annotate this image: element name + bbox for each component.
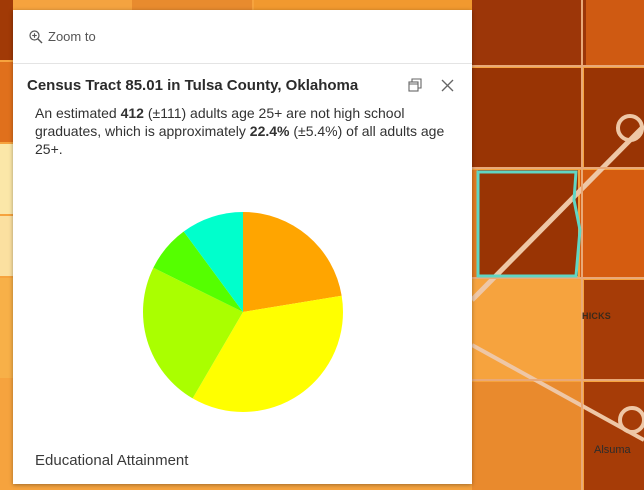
tract-block [472,68,582,168]
tract-highlight[interactable] [478,170,578,276]
interchange [616,114,644,142]
tract-block [254,0,472,10]
zoom-in-icon [29,29,43,43]
pie-slice-3[interactable] [142,267,243,399]
tract-block [586,0,644,66]
interchange [618,406,644,434]
desc-percent: 22.4% [249,123,290,139]
tract-block [132,0,252,10]
desc-count: 412 [120,105,144,121]
zoom-to-button[interactable]: Zoom to [29,29,96,44]
popup-header: Census Tract 85.01 in Tulsa County, Okla… [13,64,472,106]
tract-block [472,170,478,278]
close-button[interactable] [436,74,458,96]
tract-block [584,280,644,380]
selected-tract-outline [476,170,582,278]
desc-text-2: (±111) adults age 25+ are not high schoo… [35,105,405,139]
chart-title: Educational Attainment [35,452,189,469]
map-label-alsuma: Alsuma [594,444,631,456]
tract-block [0,144,13,214]
tract-block [472,382,582,490]
pie-slice-5[interactable] [183,212,243,312]
zoom-to-label: Zoom to [48,29,96,44]
pie-chart[interactable] [141,210,345,414]
popup-description: An estimated 412 (±111) adults age 25+ a… [13,104,472,158]
popup-toolbar: Zoom to [13,10,472,64]
tract-block [0,380,13,490]
close-icon [441,79,453,91]
popup-title: Census Tract 85.01 in Tulsa County, Okla… [27,76,359,94]
tract-block [0,216,13,276]
tract-block [0,0,13,60]
map-label-hicks: HICKS [582,311,612,321]
tract-block [472,280,582,380]
tract-block [0,62,13,142]
desc-text-3: (±5.4%) of all adults age 25+. [35,123,445,157]
pie-slice-1[interactable] [243,212,342,312]
pie-slice-4[interactable] [153,231,243,312]
highway-road [471,343,644,442]
dock-icon [408,78,422,92]
dock-button[interactable] [404,74,426,96]
desc-text-1: An estimated [35,105,121,121]
popup-panel: Zoom to Census Tract 85.01 in Tulsa Coun… [13,10,472,484]
tract-block [580,170,644,278]
highway-road [470,124,644,302]
tract-block [0,278,13,378]
popup-actions [394,74,458,96]
pie-slice-2[interactable] [192,295,343,412]
tract-block [40,0,130,10]
